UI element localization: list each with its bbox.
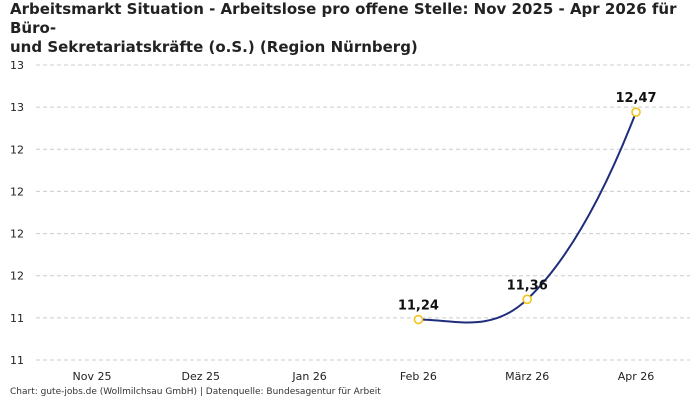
y-tick-label: 11	[10, 354, 24, 367]
series-line	[418, 111, 637, 324]
data-label: 11,36	[507, 278, 548, 293]
chart-title-line-2: und Sekretariatskräfte (o.S.) (Region Nü…	[10, 38, 418, 56]
y-tick-label: 12	[10, 143, 24, 156]
data-point-marker	[522, 294, 533, 305]
y-tick-label: 12	[10, 228, 24, 241]
y-tick-label: 13	[10, 59, 24, 72]
x-tick-label: Jan 26	[291, 370, 326, 383]
data-point-marker	[413, 314, 424, 325]
x-tick-label: März 26	[505, 370, 549, 383]
data-label: 12,47	[615, 91, 656, 106]
data-point-marker	[631, 107, 641, 117]
data-label: 11,24	[398, 299, 439, 314]
y-tick-label: 12	[10, 185, 24, 198]
y-tick-label: 11	[10, 312, 24, 325]
x-tick-label: Dez 25	[182, 370, 221, 383]
x-tick-label: Nov 25	[73, 370, 112, 383]
x-tick-label: Apr 26	[618, 370, 655, 383]
y-tick-label: 12	[10, 270, 24, 283]
y-tick-label: 13	[10, 101, 24, 114]
chart-title: Arbeitsmarkt Situation - Arbeitslose pro…	[10, 0, 690, 57]
chart-title-line-1: Arbeitsmarkt Situation - Arbeitslose pro…	[10, 0, 677, 37]
x-tick-label: Feb 26	[400, 370, 437, 383]
chart-footer: Chart: gute-jobs.de (Wollmilchsau GmbH) …	[10, 387, 381, 397]
